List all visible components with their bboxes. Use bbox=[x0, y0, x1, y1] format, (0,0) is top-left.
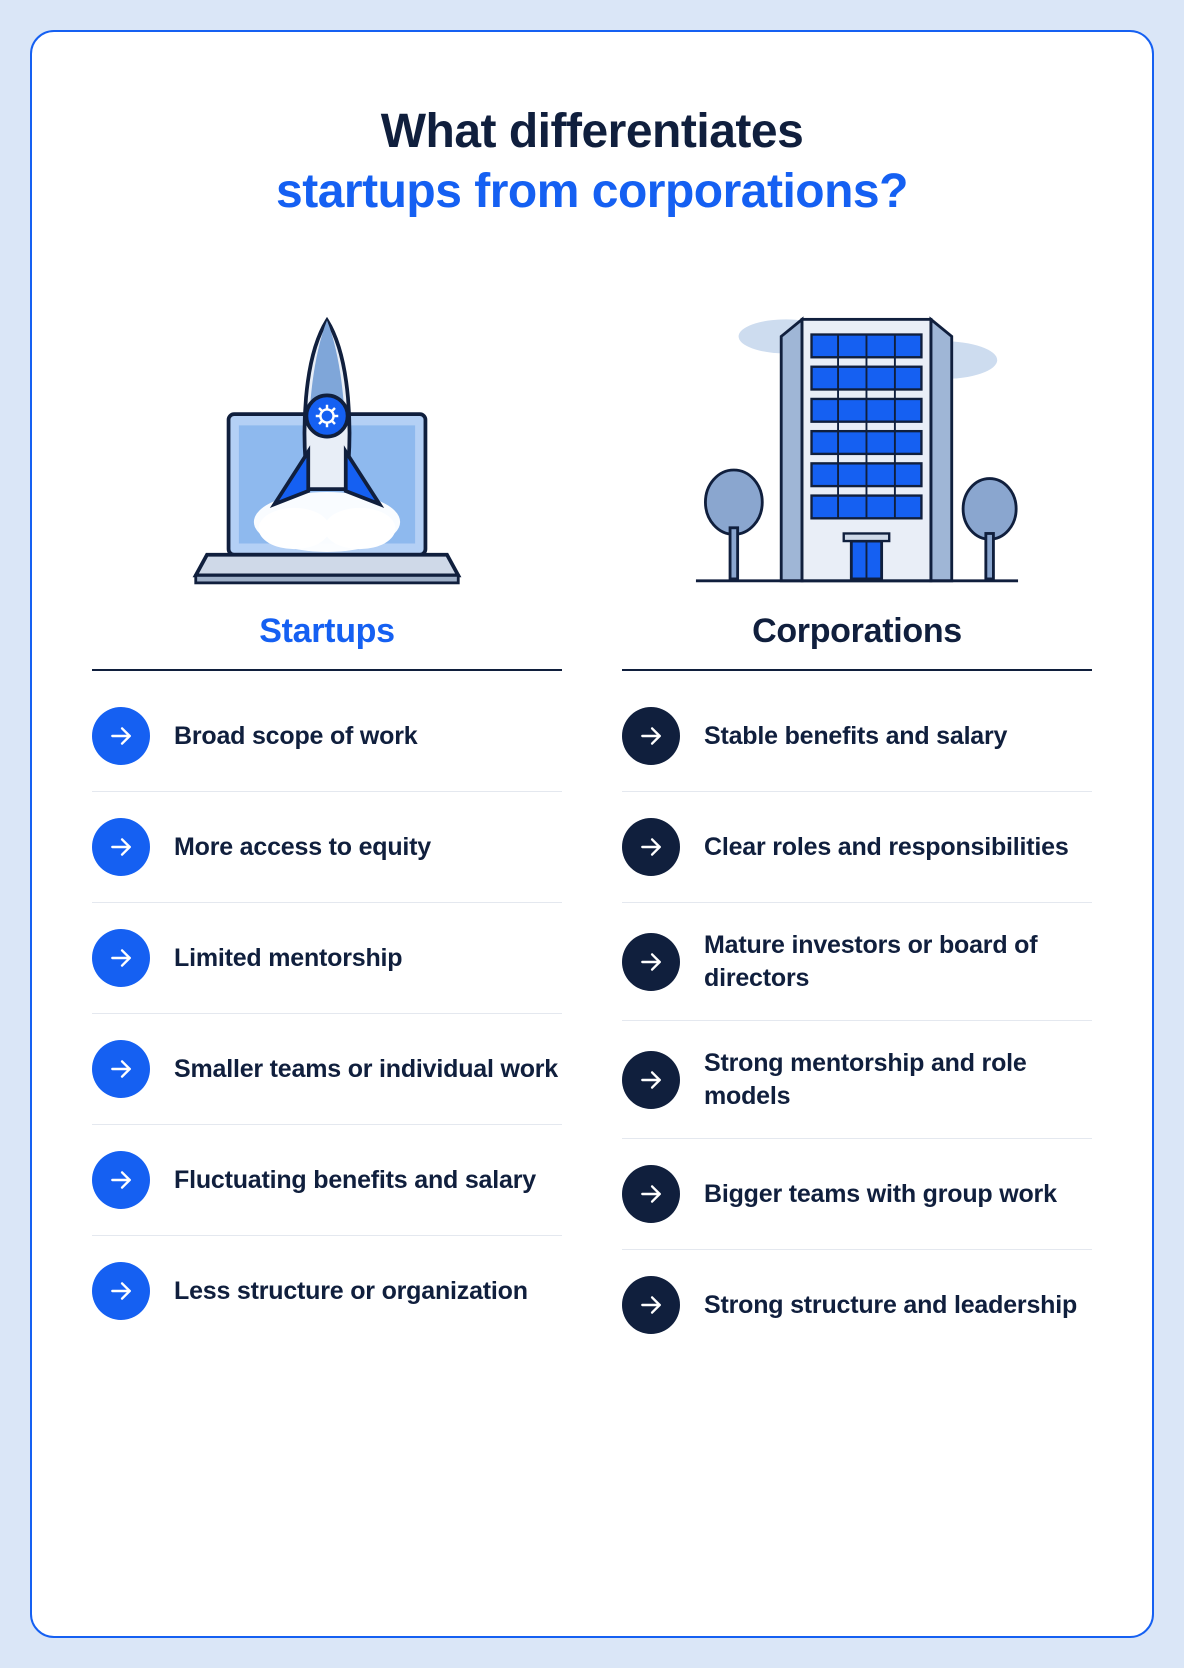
item-text: Bigger teams with group work bbox=[704, 1178, 1057, 1211]
item-text: Mature investors or board of directors bbox=[704, 929, 1092, 994]
rocket-laptop-icon bbox=[177, 311, 477, 592]
item-text: Fluctuating benefits and salary bbox=[174, 1164, 536, 1197]
list-item: Mature investors or board of directors bbox=[622, 903, 1092, 1021]
office-building-icon bbox=[677, 308, 1037, 592]
infographic-card: What differentiates startups from corpor… bbox=[30, 30, 1154, 1638]
list-item: Strong mentorship and role models bbox=[622, 1021, 1092, 1139]
startups-column: Startups Broad scope of work More access… bbox=[92, 272, 562, 1586]
arrow-right-icon bbox=[622, 1276, 680, 1334]
arrow-right-icon bbox=[622, 933, 680, 991]
item-text: More access to equity bbox=[174, 831, 431, 864]
corporations-column: Corporations Stable benefits and salary … bbox=[622, 272, 1092, 1586]
item-text: Limited mentorship bbox=[174, 942, 402, 975]
list-item: Limited mentorship bbox=[92, 903, 562, 1014]
list-item: Stable benefits and salary bbox=[622, 681, 1092, 792]
list-item: Less structure or organization bbox=[92, 1236, 562, 1346]
list-item: More access to equity bbox=[92, 792, 562, 903]
arrow-right-icon bbox=[92, 818, 150, 876]
list-item: Broad scope of work bbox=[92, 681, 562, 792]
title-line-1: What differentiates bbox=[381, 105, 804, 158]
list-item: Strong structure and leadership bbox=[622, 1250, 1092, 1360]
item-text: Stable benefits and salary bbox=[704, 720, 1007, 753]
arrow-right-icon bbox=[622, 707, 680, 765]
list-item: Smaller teams or individual work bbox=[92, 1014, 562, 1125]
corporations-divider bbox=[622, 669, 1092, 671]
item-text: Clear roles and responsibilities bbox=[704, 831, 1069, 864]
arrow-right-icon bbox=[622, 818, 680, 876]
title-line-2: startups from corporations? bbox=[276, 165, 908, 218]
item-text: Smaller teams or individual work bbox=[174, 1053, 558, 1086]
startups-illustration bbox=[92, 272, 562, 592]
arrow-right-icon bbox=[92, 1151, 150, 1209]
corporations-heading: Corporations bbox=[622, 612, 1092, 669]
list-item: Bigger teams with group work bbox=[622, 1139, 1092, 1250]
arrow-right-icon bbox=[92, 929, 150, 987]
list-item: Fluctuating benefits and salary bbox=[92, 1125, 562, 1236]
item-text: Less structure or organization bbox=[174, 1275, 528, 1308]
list-item: Clear roles and responsibilities bbox=[622, 792, 1092, 903]
arrow-right-icon bbox=[622, 1051, 680, 1109]
startups-heading: Startups bbox=[92, 612, 562, 669]
arrow-right-icon bbox=[92, 707, 150, 765]
startups-divider bbox=[92, 669, 562, 671]
arrow-right-icon bbox=[92, 1262, 150, 1320]
item-text: Broad scope of work bbox=[174, 720, 417, 753]
item-text: Strong mentorship and role models bbox=[704, 1047, 1092, 1112]
item-text: Strong structure and leadership bbox=[704, 1289, 1077, 1322]
arrow-right-icon bbox=[622, 1165, 680, 1223]
columns-wrap: Startups Broad scope of work More access… bbox=[92, 272, 1092, 1586]
corporations-illustration bbox=[622, 272, 1092, 592]
arrow-right-icon bbox=[92, 1040, 150, 1098]
main-title: What differentiates startups from corpor… bbox=[92, 102, 1092, 222]
